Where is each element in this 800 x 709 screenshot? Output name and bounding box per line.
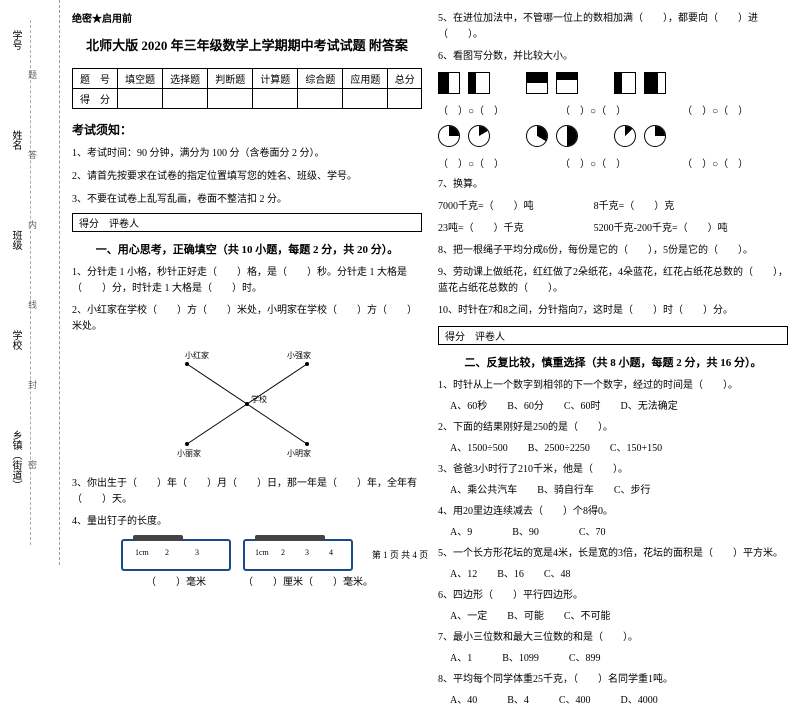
score-reviewer-box: 得分 评卷人: [72, 213, 422, 232]
question-line: 23吨=（ ）千克 5200千克-200千克=（ ）吨: [438, 221, 788, 237]
score-header: 选择题: [163, 69, 208, 89]
options: A、12 B、16 C、48: [438, 567, 788, 583]
score-header: 计算题: [253, 69, 298, 89]
fraction-shape-icon: [556, 72, 578, 94]
options: A、40 B、4 C、400 D、4000: [438, 693, 788, 709]
question: 1、分针走 1 小格，秒针正好走（ ）格，是（ ）秒。分针走 1 大格是（ ）分…: [72, 265, 422, 297]
score-reviewer-box: 得分 评卷人: [438, 326, 788, 345]
binding-label-town: 乡镇（街道）: [8, 430, 23, 490]
question: 3、爸爸3小时行了210千米，他是（ ）。: [438, 462, 788, 478]
fraction-circle-icon: [614, 125, 636, 147]
question: 9、劳动课上做纸花，红红做了2朵纸花，4朵蓝花，红花占纸花总数的（ ），蓝花占纸…: [438, 265, 788, 297]
fraction-shape-icon: [614, 72, 636, 94]
notice-item: 2、请首先按要求在试卷的指定位置填写您的姓名、班级、学号。: [72, 167, 422, 182]
fraction-circle-icon: [438, 125, 460, 147]
score-header: 填空题: [118, 69, 163, 89]
question: 10、时针在7和8之间，分针指向7，这时是（ ）时（ ）分。: [438, 303, 788, 319]
fraction-shape-icon: [526, 72, 548, 94]
options: A、60秒 B、60分 C、60时 D、无法确定: [438, 399, 788, 415]
nail-icon: [133, 535, 183, 541]
fraction-circle-icon: [526, 125, 548, 147]
shapes-row: [438, 72, 788, 94]
question-line: 7000千克=（ ）吨 8千克=（ ）克: [438, 199, 788, 215]
right-column: 5、在进位加法中，不管哪一位上的数相加满（ ），都要向（ ）进（ ）。 6、看图…: [438, 10, 788, 545]
shape-labels: （ ）○（ ） （ ）○（ ） （ ）○（ ）: [438, 155, 788, 170]
score-row-label: 得 分: [73, 89, 118, 109]
notice-item: 3、不要在试卷上乱写乱画，卷面不整洁扣 2 分。: [72, 190, 422, 205]
exam-title: 北师大版 2020 年三年级数学上学期期中考试试题 附答案: [72, 35, 422, 54]
score-header: 总分: [388, 69, 422, 89]
score-table: 题 号 填空题 选择题 判断题 计算题 综合题 应用题 总分 得 分: [72, 68, 422, 109]
svg-text:小丽家: 小丽家: [177, 448, 201, 458]
fraction-shape-icon: [468, 72, 490, 94]
binding-label-school: 学校: [8, 330, 23, 350]
question: 4、量出钉子的长度。: [72, 514, 422, 530]
notice-title: 考试须知：: [72, 121, 422, 138]
question: 2、下面的结果刚好是250的是（ ）。: [438, 420, 788, 436]
question: 6、看图写分数，并比较大小。: [438, 49, 788, 65]
ruler-label: （ ）厘米（ ）毫米。: [243, 573, 373, 588]
binding-label-id: 学号: [8, 30, 23, 50]
svg-text:小强家: 小强家: [287, 350, 311, 360]
options: A、1500÷500 B、2500÷2250 C、150+150: [438, 441, 788, 457]
svg-text:小红家: 小红家: [185, 350, 209, 360]
question: 4、用20里边连续减去（ ）个8得0。: [438, 504, 788, 520]
fraction-shape-icon: [438, 72, 460, 94]
options: A、乘公共汽车 B、骑自行车 C、步行: [438, 483, 788, 499]
fraction-shape-icon: [644, 72, 666, 94]
table-row: 题 号 填空题 选择题 判断题 计算题 综合题 应用题 总分: [73, 69, 422, 89]
shape-labels: （ ）○（ ） （ ）○（ ） （ ）○（ ）: [438, 102, 788, 117]
binding-inner-text: 内: [26, 220, 39, 229]
question: 2、小红家在学校（ ）方（ ）米处，小明家在学校（ ）方（ ）米处。: [72, 303, 422, 335]
question: 8、把一根绳子平均分成6份，每份是它的（ ），5份是它的（ ）。: [438, 243, 788, 259]
page-footer: 第 1 页 共 4 页: [0, 548, 800, 561]
svg-text:小明家: 小明家: [287, 448, 311, 458]
binding-inner-text: 封: [26, 380, 39, 389]
section1-title: 一、用心思考，正确填空（共 10 小题，每题 2 分，共 20 分）。: [72, 241, 422, 257]
options: A、9 B、90 C、70: [438, 525, 788, 541]
binding-label-name: 姓名: [8, 130, 23, 150]
content-columns: 绝密★启用前 北师大版 2020 年三年级数学上学期期中考试试题 附答案 题 号…: [60, 0, 800, 565]
left-column: 绝密★启用前 北师大版 2020 年三年级数学上学期期中考试试题 附答案 题 号…: [72, 10, 422, 545]
question: 7、换算。: [438, 177, 788, 193]
fraction-circle-icon: [556, 125, 578, 147]
binding-label-class: 班级: [8, 230, 23, 250]
binding-inner-text: 答: [26, 150, 39, 159]
question: 1、时针从上一个数字到相邻的下一个数字，经过的时间是（ ）。: [438, 378, 788, 394]
question: 7、最小三位数和最大三位数的和是（ ）。: [438, 630, 788, 646]
ruler-label: （ ）毫米: [121, 573, 231, 588]
nail-icon: [255, 535, 325, 541]
notice-item: 1、考试时间：90 分钟，满分为 100 分（含卷面分 2 分）。: [72, 144, 422, 159]
svg-text:学校: 学校: [251, 394, 267, 404]
binding-inner-text: 线: [26, 300, 39, 309]
fraction-circle-icon: [468, 125, 490, 147]
binding-inner-text: 题: [26, 70, 39, 79]
section2-title: 二、反复比较，慎重选择（共 8 小题，每题 2 分，共 16 分）。: [438, 354, 788, 370]
score-header: 综合题: [298, 69, 343, 89]
binding-inner-text: 密: [26, 460, 39, 469]
score-header: 题 号: [73, 69, 118, 89]
table-row: 得 分: [73, 89, 422, 109]
question: 8、平均每个同学体重25千克，（ ）名同学重1吨。: [438, 672, 788, 688]
ruler-row: 1cm 2 3 （ ）毫米 1cm 2 3 4 （ ）厘米（ ）毫米。: [72, 539, 422, 588]
binding-margin: 学号 姓名 班级 学校 乡镇（街道） 题 答 内 线 封 密: [0, 0, 60, 565]
question: 6、四边形（ ）平行四边形。: [438, 588, 788, 604]
question: 3、你出生于（ ）年（ ）月（ ）日，那一年是（ ）年，全年有（ ）天。: [72, 476, 422, 508]
score-header: 应用题: [343, 69, 388, 89]
shapes-row: [438, 125, 788, 147]
options: A、1 B、1099 C、899: [438, 651, 788, 667]
question: 5、在进位加法中，不管哪一位上的数相加满（ ），都要向（ ）进（ ）。: [438, 11, 788, 43]
fraction-circle-icon: [644, 125, 666, 147]
secret-label: 绝密★启用前: [72, 10, 422, 25]
direction-diagram: 小红家 小强家 小明家 小丽家 学校: [72, 344, 422, 467]
options: A、一定 B、可能 C、不可能: [438, 609, 788, 625]
score-header: 判断题: [208, 69, 253, 89]
